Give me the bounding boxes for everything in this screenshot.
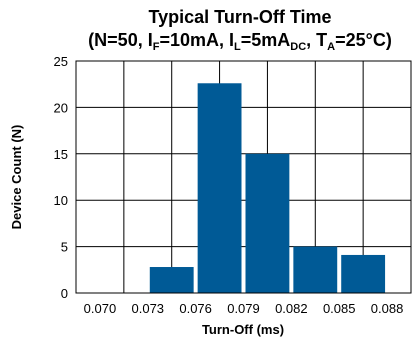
histogram-bar (293, 246, 338, 293)
x-axis-label: Turn-Off (ms) (202, 322, 284, 337)
y-tick-labels: 0 5 10 15 20 25 (54, 54, 68, 301)
x-tick-label: 0.082 (275, 301, 308, 316)
y-tick-label: 25 (54, 54, 68, 69)
x-tick-labels: 0.070 0.073 0.076 0.079 0.082 0.085 0.088 (84, 301, 404, 316)
histogram-bar (245, 153, 290, 293)
y-tick-label: 5 (61, 240, 68, 255)
histogram-bar (197, 83, 242, 293)
x-tick-label: 0.085 (323, 301, 356, 316)
y-tick-label: 20 (54, 100, 68, 115)
x-tick-label: 0.079 (227, 301, 260, 316)
x-tick-label: 0.088 (371, 301, 404, 316)
histogram-bar (341, 254, 386, 293)
histogram-bar (149, 267, 194, 293)
plot-frame (75, 60, 412, 294)
y-tick-label: 0 (61, 286, 68, 301)
y-tick-label: 10 (54, 193, 68, 208)
chart-title-line1: Typical Turn-Off Time (148, 7, 331, 27)
x-tick-label: 0.070 (84, 301, 117, 316)
x-tick-label: 0.073 (132, 301, 165, 316)
bars (149, 83, 386, 293)
y-axis-label: Device Count (N) (9, 125, 24, 230)
y-tick-label: 15 (54, 147, 68, 162)
x-tick-label: 0.076 (179, 301, 212, 316)
chart-title-line2: (N=50, IF=10mA, IL=5mADC, TA=25°C) (88, 30, 392, 53)
